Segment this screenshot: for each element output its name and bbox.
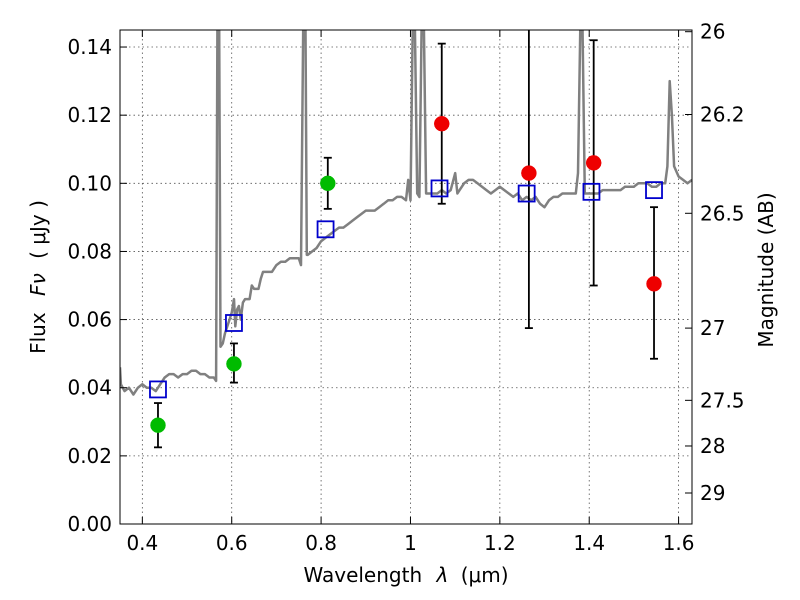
observed-points-layer xyxy=(150,115,662,433)
y-axis-label-main: Flux xyxy=(26,312,50,354)
y-tick-label: 0.12 xyxy=(67,103,112,127)
model-point xyxy=(149,380,167,399)
y-tick-label: 0.02 xyxy=(67,444,112,468)
plot-frame xyxy=(119,29,693,525)
observed-point xyxy=(150,417,166,433)
observed-point xyxy=(646,276,662,292)
y-tick-label: 0.10 xyxy=(67,171,112,195)
mag-tick-label: 27 xyxy=(700,316,725,340)
tick-layer: 0.4 0.6 0.8 1 1.2 1.4 1.6 0.00 0.02 0.04 0.06 0.08 0… xyxy=(67,20,744,555)
y-tick-label: 0.14 xyxy=(67,35,112,59)
model-point xyxy=(582,182,601,201)
x-tick-label: 0.4 xyxy=(126,531,158,555)
x-axis-label-unit: (μm) xyxy=(461,563,509,587)
x-tick-label: 0.8 xyxy=(305,531,337,555)
model-point xyxy=(517,184,536,203)
x-axis-label-main: Wavelength xyxy=(303,563,422,587)
observed-point xyxy=(226,356,242,372)
model-point xyxy=(430,179,449,198)
model-points-layer xyxy=(149,179,663,399)
y-tick-label: 0.00 xyxy=(67,512,112,536)
x-tick-label: 1.6 xyxy=(663,531,695,555)
mag-tick-label: 27.5 xyxy=(700,388,745,412)
observed-point xyxy=(521,165,537,181)
grid xyxy=(120,30,692,525)
model-point xyxy=(645,181,663,200)
y-tick-label: 0.08 xyxy=(67,239,112,263)
x-tick-label: 0.6 xyxy=(216,531,248,555)
mag-tick-label: 29 xyxy=(700,481,725,505)
mag-tick-label: 26.2 xyxy=(700,102,745,126)
y-tick-label: 0.06 xyxy=(67,308,112,332)
model-point xyxy=(225,314,243,332)
mag-tick-label: 26 xyxy=(700,20,725,44)
y-tick-label: 0.04 xyxy=(67,376,112,400)
y-axis-label-unit: ( μJy ) xyxy=(26,200,50,259)
secondary-y-axis-label: Magnitude (AB) xyxy=(754,192,778,347)
y-axis-label-symbol: Fν xyxy=(26,273,50,296)
x-axis-label-symbol: λ xyxy=(436,563,449,587)
mag-tick-label: 28 xyxy=(700,434,725,458)
x-tick-label: 1 xyxy=(404,531,417,555)
x-axis-label: Wavelength λ (μm) xyxy=(303,563,508,587)
observed-point xyxy=(320,175,336,192)
mag-tick-label: 26.5 xyxy=(700,201,745,225)
observed-point xyxy=(585,155,602,171)
observed-point xyxy=(434,115,450,132)
model-point xyxy=(316,220,335,239)
x-tick-label: 1.4 xyxy=(573,531,605,555)
x-tick-label: 1.2 xyxy=(484,531,516,555)
spectrum-layer xyxy=(120,30,692,396)
spectrum-line xyxy=(120,30,692,396)
y-axis-label: Flux Fν ( μJy ) xyxy=(26,200,50,354)
